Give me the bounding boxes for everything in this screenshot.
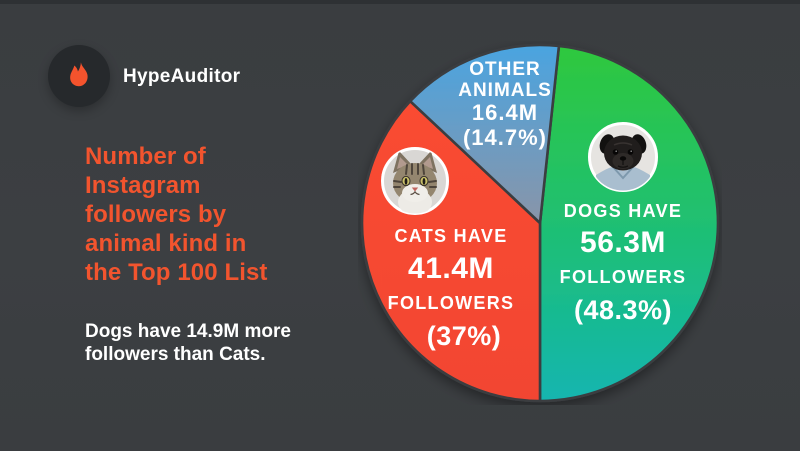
slice-label-line: FOLLOWERS <box>387 293 515 313</box>
subtitle: Dogs have 14.9M more followers than Cats… <box>85 320 291 366</box>
flame-icon <box>70 62 88 87</box>
title-line: the Top 100 List <box>85 259 268 286</box>
cat-photo <box>381 147 449 215</box>
hypeauditor-logo <box>48 45 110 107</box>
slice-label-line: FOLLOWERS <box>559 267 687 287</box>
title-line: Number of <box>85 143 206 170</box>
slice-percent: (48.3%) <box>573 295 673 325</box>
subtitle-line: Dogs have 14.9M more <box>85 321 291 342</box>
page-title: Number of Instagram followers by animal … <box>85 142 268 287</box>
slice-label-line: OTHER <box>469 59 541 80</box>
title-line: followers by <box>85 201 227 228</box>
slice-percent: (14.7%) <box>462 125 548 150</box>
title-line: Instagram <box>85 172 201 199</box>
slice-label-other-animals: OTHER ANIMALS 16.4M (14.7%) <box>458 59 552 151</box>
pie-slice-dogs <box>538 44 720 403</box>
title-line: animal kind in <box>85 230 247 257</box>
slice-label-cats: CATS HAVE 41.4M FOLLOWERS (37%) <box>388 222 515 354</box>
slice-percent: (37%) <box>426 321 502 351</box>
pie-chart <box>358 41 722 405</box>
slice-value: 56.3M <box>580 226 666 259</box>
subtitle-line: followers than Cats. <box>85 344 266 365</box>
top-strip <box>0 0 800 4</box>
brand-name: HypeAuditor <box>123 66 241 87</box>
slice-label-line: DOGS HAVE <box>563 201 683 221</box>
pie-slice-other-animals <box>408 43 561 225</box>
dog-photo <box>588 122 658 192</box>
slice-label-line: ANIMALS <box>458 80 552 101</box>
slice-label-line: CATS HAVE <box>394 226 508 246</box>
slice-label-dogs: DOGS HAVE 56.3M FOLLOWERS (48.3%) <box>560 198 687 328</box>
slice-value: 16.4M <box>471 100 539 125</box>
slice-value: 41.4M <box>408 252 494 285</box>
